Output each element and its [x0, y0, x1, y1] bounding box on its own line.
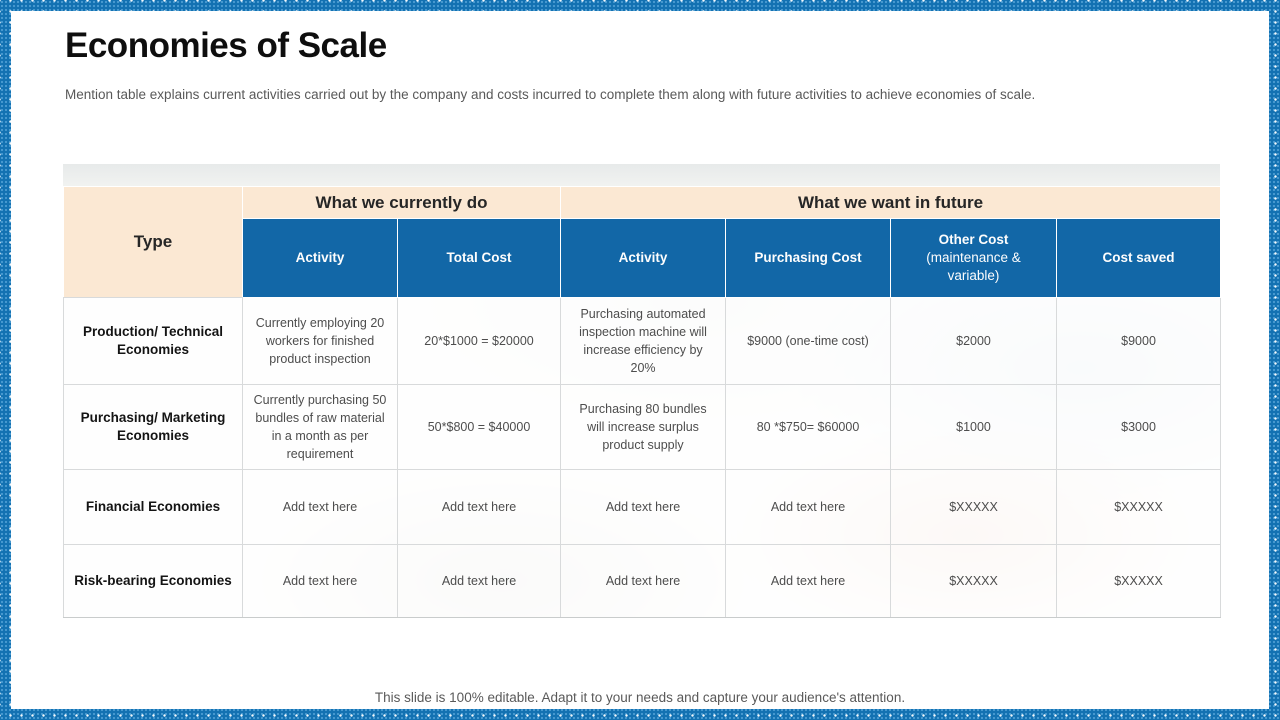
table-cell: $2000 [890, 297, 1058, 385]
table-cell: $XXXXX [1056, 469, 1222, 545]
row-header: Risk-bearing Economies [63, 544, 243, 618]
table-cell: 50*$800 = $40000 [396, 384, 562, 470]
column-header-total-cost: Total Cost [396, 218, 562, 298]
column-header-other-cost: Other Cost (maintenance & variable) [890, 218, 1058, 298]
column-header-cost-saved: Cost saved [1056, 218, 1222, 298]
other-cost-label: Other Cost [938, 231, 1009, 247]
table-row: Financial Economies Add text here Add te… [63, 469, 1222, 545]
group-header-future: What we want in future [560, 186, 1222, 219]
footer-note: This slide is 100% editable. Adapt it to… [374, 690, 906, 705]
table-cell: Add text here [560, 469, 727, 545]
table-cell: $XXXXX [1056, 544, 1222, 618]
table-cell: Currently purchasing 50 bundles of raw m… [242, 384, 398, 470]
table-cell: Add text here [242, 469, 398, 545]
table-cell: $9000 [1056, 297, 1222, 385]
column-header-activity-future: Activity [560, 218, 727, 298]
page-title: Economies of Scale [65, 26, 387, 65]
sub-header-row: Activity Total Cost Activity Purchasing … [64, 218, 1222, 298]
table-cell: $XXXXX [890, 544, 1058, 618]
table-cell: Add text here [560, 544, 727, 618]
table-row: Production/ Technical Economies Currentl… [63, 297, 1222, 385]
table-cell: Add text here [725, 469, 892, 545]
table-cell: $XXXXX [890, 469, 1058, 545]
table-cell: Add text here [242, 544, 398, 618]
row-header: Production/ Technical Economies [63, 297, 243, 385]
table-row: Risk-bearing Economies Add text here Add… [63, 544, 1222, 618]
table-cell: $9000 (one-time cost) [725, 297, 892, 385]
table-cell: Add text here [725, 544, 892, 618]
table-cell: Purchasing 80 bundles will increase surp… [560, 384, 727, 470]
table-row: Purchasing/ Marketing Economies Currentl… [63, 384, 1222, 470]
table-cell: Add text here [396, 469, 562, 545]
column-header-purchasing-cost: Purchasing Cost [725, 218, 892, 298]
economies-table: Type What we currently do What we want i… [63, 186, 1222, 618]
slide-subtitle: Mention table explains current activitie… [65, 87, 1036, 102]
table-cell: $3000 [1056, 384, 1222, 470]
table-cell: 80 *$750= $60000 [725, 384, 892, 470]
table-cell: Add text here [396, 544, 562, 618]
table-cell: $1000 [890, 384, 1058, 470]
other-cost-subnote: (maintenance & variable) [926, 249, 1021, 284]
row-header: Financial Economies [63, 469, 243, 545]
table-cell: Currently employing 20 workers for finis… [242, 297, 398, 385]
group-header-row: Type What we currently do What we want i… [63, 186, 1222, 298]
table-cell: 20*$1000 = $20000 [396, 297, 562, 385]
slide-content: Economies of Scale Mention table explain… [11, 11, 1269, 709]
group-header-current: What we currently do [241, 186, 562, 219]
row-header: Purchasing/ Marketing Economies [63, 384, 243, 470]
table-cell: Purchasing automated inspection machine … [560, 297, 727, 385]
column-header-activity-current: Activity [242, 218, 398, 298]
column-header-type: Type [63, 186, 243, 298]
